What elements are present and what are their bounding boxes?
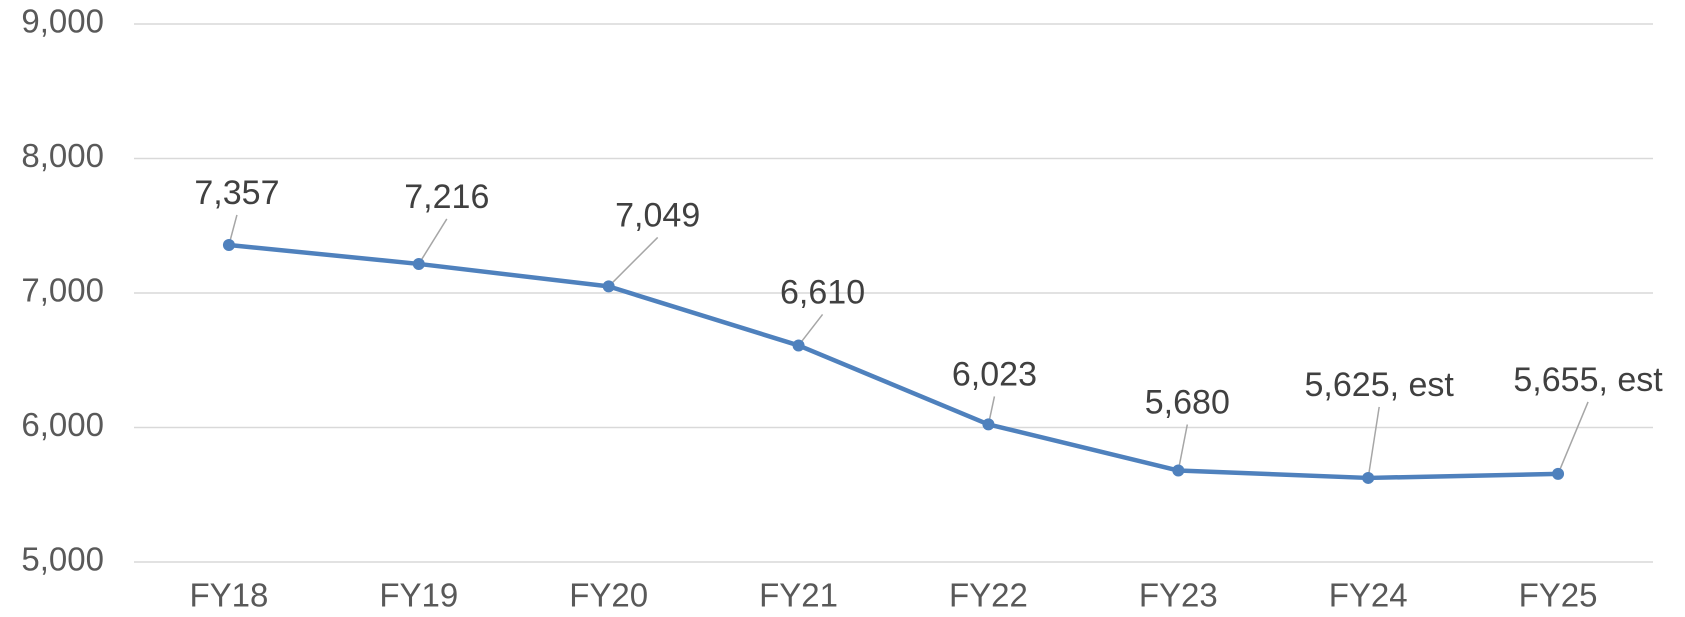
y-tick-label: 9,000 [21, 3, 104, 40]
marker [602, 280, 615, 293]
x-tick-label: FY23 [1139, 577, 1218, 614]
leader-line [1367, 406, 1380, 479]
data-label: 7,216 [404, 178, 489, 216]
x-tick-label: FY24 [1329, 577, 1408, 614]
marker [1552, 467, 1565, 480]
marker [792, 339, 805, 352]
y-tick-label: 5,000 [21, 541, 104, 578]
x-tick-label: FY19 [379, 577, 458, 614]
data-label: 5,655, est [1513, 361, 1663, 399]
data-label: 7,357 [194, 174, 279, 212]
data-label: 5,625, est [1305, 366, 1455, 404]
line [228, 242, 1559, 481]
x-tick-label: FY21 [759, 577, 838, 614]
x-tick-label: FY20 [569, 577, 648, 614]
leader-line [1557, 401, 1589, 475]
leader-line [797, 313, 824, 346]
y-tick-label: 7,000 [21, 272, 104, 309]
x-tick-label: FY22 [949, 577, 1028, 614]
leader-line [1177, 424, 1189, 471]
marker [1172, 464, 1185, 477]
marker [222, 238, 235, 251]
leader-line [418, 218, 448, 265]
y-tick-label: 8,000 [21, 137, 104, 174]
x-tick-label: FY25 [1519, 577, 1598, 614]
y-tick-label: 6,000 [21, 406, 104, 443]
x-tick-label: FY18 [190, 577, 269, 614]
data-label: 6,023 [952, 355, 1037, 393]
marker [412, 257, 425, 270]
marker [982, 418, 995, 431]
marker [1362, 471, 1375, 484]
leader-line [608, 236, 659, 287]
data-label: 5,680 [1145, 384, 1230, 422]
data-label: 7,049 [615, 196, 700, 234]
data-label: 6,610 [780, 273, 865, 311]
